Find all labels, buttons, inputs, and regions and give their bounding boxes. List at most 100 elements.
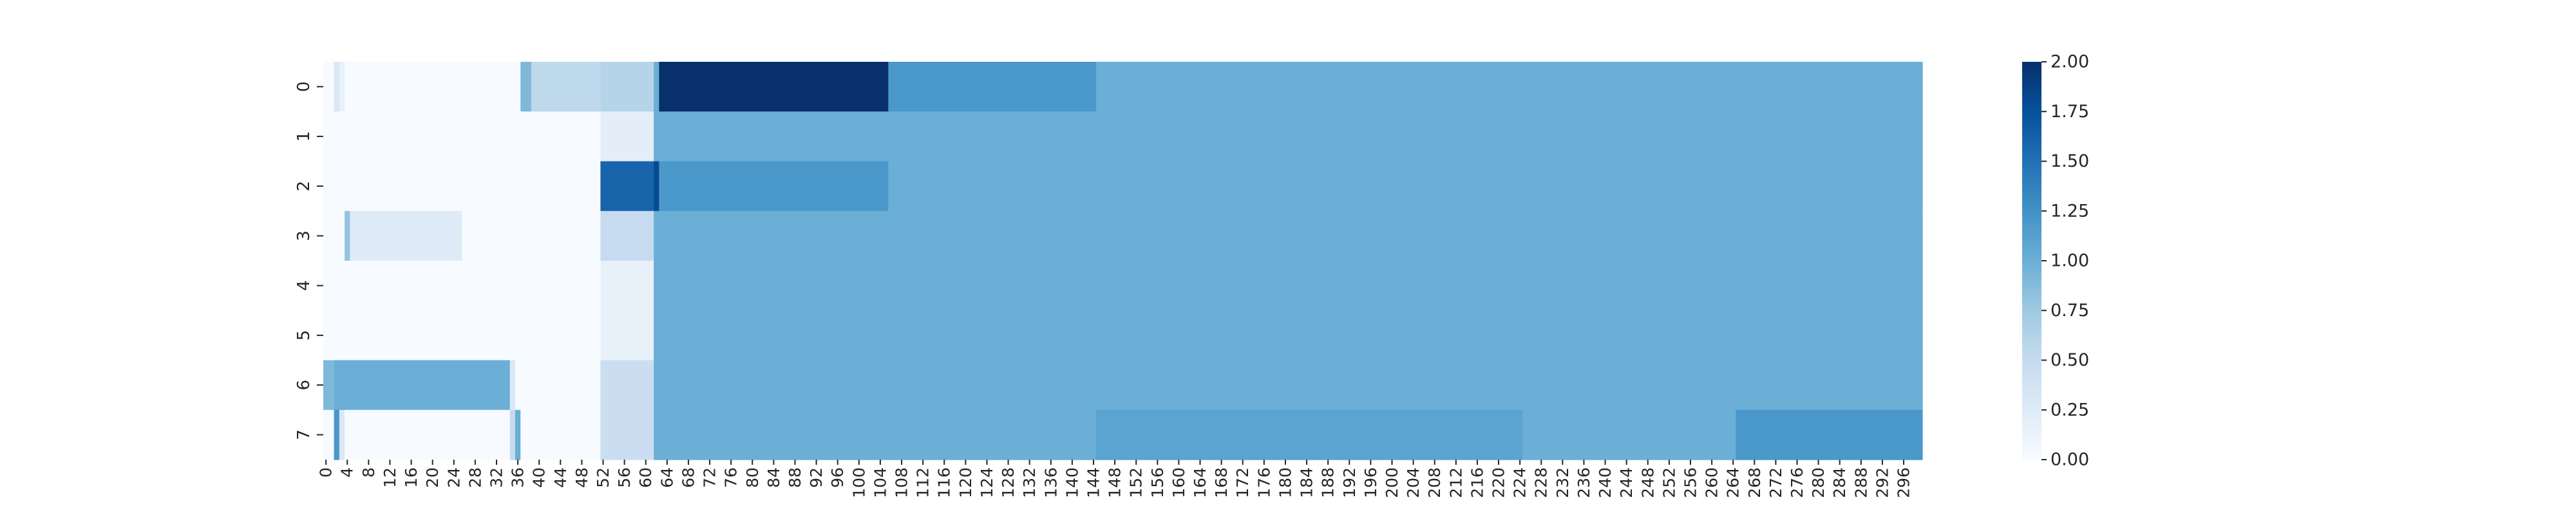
colorbar-tick-label: 1.75 bbox=[2050, 102, 2089, 122]
heatmap-cell-row-3-col-62 bbox=[654, 211, 1923, 261]
x-tick-label: 32 bbox=[487, 467, 506, 488]
x-tick-label: 252 bbox=[1660, 467, 1678, 498]
heatmap-cell-row-6-col-52 bbox=[600, 360, 654, 411]
y-tick-label: 3 bbox=[294, 230, 314, 241]
heatmap-cell-row-0-col-62 bbox=[654, 62, 660, 112]
x-tick-label: 248 bbox=[1638, 467, 1657, 498]
heatmap-cell-row-7-col-4 bbox=[345, 409, 511, 460]
colorbar-ticks: 0.00 0.25 0.50 0.75 1.00 1.25 1.50 1.75 2.00 bbox=[2041, 52, 2089, 470]
y-tick-label: 0 bbox=[294, 81, 314, 92]
colorbar-tick-label: 0.50 bbox=[2050, 350, 2089, 370]
x-tick-label: 236 bbox=[1575, 467, 1593, 498]
heatmap-cell-row-0-col-37 bbox=[520, 62, 532, 112]
heatmap-cell-row-7-col-52 bbox=[600, 409, 654, 460]
x-tick-label: 168 bbox=[1212, 467, 1231, 498]
y-tick-label: 4 bbox=[294, 280, 314, 291]
x-tick-label: 72 bbox=[701, 467, 719, 488]
x-tick-label: 188 bbox=[1319, 467, 1338, 498]
heatmap-cell-row-1-col-52 bbox=[600, 111, 654, 162]
x-tick-label: 240 bbox=[1596, 467, 1615, 498]
heatmap-cell-row-0-col-3 bbox=[339, 62, 345, 112]
x-tick-label: 244 bbox=[1617, 467, 1636, 498]
y-tick-labels: 0 1 2 3 4 5 6 7 bbox=[294, 81, 323, 440]
heatmap-cell-row-0-col-52 bbox=[600, 62, 654, 112]
x-tick-label: 136 bbox=[1041, 467, 1060, 498]
x-tick-label: 192 bbox=[1340, 467, 1359, 498]
x-tick-label: 36 bbox=[509, 467, 527, 488]
x-tick-label: 8 bbox=[359, 467, 378, 478]
heatmap-cell-row-5-col-0 bbox=[323, 310, 601, 361]
x-tick-label: 268 bbox=[1745, 467, 1764, 498]
x-tick-label: 200 bbox=[1383, 467, 1401, 498]
x-tick-label: 292 bbox=[1873, 467, 1891, 498]
heatmap-cell-row-7-col-265 bbox=[1736, 409, 1923, 460]
x-tick-label: 148 bbox=[1106, 467, 1124, 498]
x-tick-label: 176 bbox=[1255, 467, 1273, 498]
heatmap-cell-row-5-col-62 bbox=[654, 310, 1923, 361]
heatmap-cell-row-6-col-36 bbox=[515, 360, 601, 411]
colorbar: 0.00 0.25 0.50 0.75 1.00 1.25 1.50 1.75 2.00 bbox=[2022, 52, 2089, 470]
heatmap-cell-row-1-col-62 bbox=[654, 111, 1923, 162]
colorbar-tick-label: 1.25 bbox=[2050, 201, 2089, 221]
x-tick-label: 16 bbox=[402, 467, 421, 488]
heatmap-cell-row-0-col-63 bbox=[659, 62, 889, 112]
x-tick-label: 88 bbox=[786, 467, 804, 488]
heatmap-cells bbox=[323, 62, 1923, 460]
colorbar-tick-label: 0.00 bbox=[2050, 450, 2089, 470]
heatmap-cell-row-3-col-52 bbox=[600, 211, 654, 261]
colorbar-tick-label: 0.75 bbox=[2050, 301, 2089, 321]
x-tick-label: 40 bbox=[530, 467, 549, 488]
heatmap-cell-row-6-col-62 bbox=[654, 360, 1923, 411]
x-tick-label: 76 bbox=[722, 467, 741, 488]
x-tick-label: 128 bbox=[999, 467, 1018, 498]
heatmap-cell-row-2-col-63 bbox=[659, 161, 889, 212]
x-tick-label: 4 bbox=[338, 467, 357, 478]
x-tick-label: 0 bbox=[317, 467, 336, 478]
x-tick-label: 208 bbox=[1425, 467, 1444, 498]
x-tick-label: 220 bbox=[1490, 467, 1508, 498]
x-tick-label: 132 bbox=[1020, 467, 1039, 498]
x-tick-label: 84 bbox=[764, 467, 783, 488]
x-tick-label: 264 bbox=[1724, 467, 1743, 498]
x-tick-label: 256 bbox=[1681, 467, 1700, 498]
x-tick-label: 80 bbox=[743, 467, 762, 488]
x-tick-label: 156 bbox=[1148, 467, 1167, 498]
x-tick-label: 48 bbox=[573, 467, 591, 488]
heatmap-cell-row-7-col-0 bbox=[323, 409, 335, 460]
colorbar-tick-label: 2.00 bbox=[2050, 52, 2089, 72]
x-tick-label: 228 bbox=[1532, 467, 1551, 498]
heatmap-cell-row-6-col-0 bbox=[323, 360, 335, 411]
heatmap-cell-row-7-col-2 bbox=[334, 409, 340, 460]
heatmap-cell-row-5-col-52 bbox=[600, 310, 654, 361]
heatmap-cell-row-7-col-225 bbox=[1522, 409, 1736, 460]
x-tick-label: 120 bbox=[956, 467, 975, 498]
heatmap-cell-row-4-col-62 bbox=[654, 261, 1923, 311]
x-tick-label: 152 bbox=[1127, 467, 1146, 498]
x-tick-label: 56 bbox=[615, 467, 634, 488]
x-tick-label: 204 bbox=[1404, 467, 1423, 498]
x-tick-label: 216 bbox=[1468, 467, 1486, 498]
heatmap-cell-row-7-col-145 bbox=[1096, 409, 1523, 460]
colorbar-tick-label: 0.25 bbox=[2050, 400, 2089, 420]
x-tick-label: 140 bbox=[1063, 467, 1081, 498]
heatmap-cell-row-1-col-0 bbox=[323, 111, 601, 162]
heatmap-cell-row-6-col-2 bbox=[334, 360, 511, 411]
heatmap-cell-row-0-col-2 bbox=[334, 62, 340, 112]
x-tick-label: 280 bbox=[1809, 467, 1828, 498]
x-tick-label: 184 bbox=[1298, 467, 1316, 498]
x-tick-label: 272 bbox=[1766, 467, 1785, 498]
x-tick-label: 108 bbox=[893, 467, 911, 498]
x-tick-label: 44 bbox=[551, 467, 570, 488]
x-tick-label: 144 bbox=[1084, 467, 1103, 498]
x-tick-label: 96 bbox=[828, 467, 847, 488]
x-tick-label: 92 bbox=[807, 467, 826, 488]
x-tick-label: 52 bbox=[594, 467, 612, 488]
heatmap-cell-row-7-col-36 bbox=[515, 409, 521, 460]
colorbar-gradient bbox=[2022, 62, 2041, 460]
x-tick-label: 232 bbox=[1553, 467, 1572, 498]
x-tick-label: 196 bbox=[1361, 467, 1380, 498]
heatmap-cell-row-4-col-52 bbox=[600, 261, 654, 311]
x-tick-label: 100 bbox=[849, 467, 868, 498]
x-tick-label: 68 bbox=[679, 467, 697, 488]
